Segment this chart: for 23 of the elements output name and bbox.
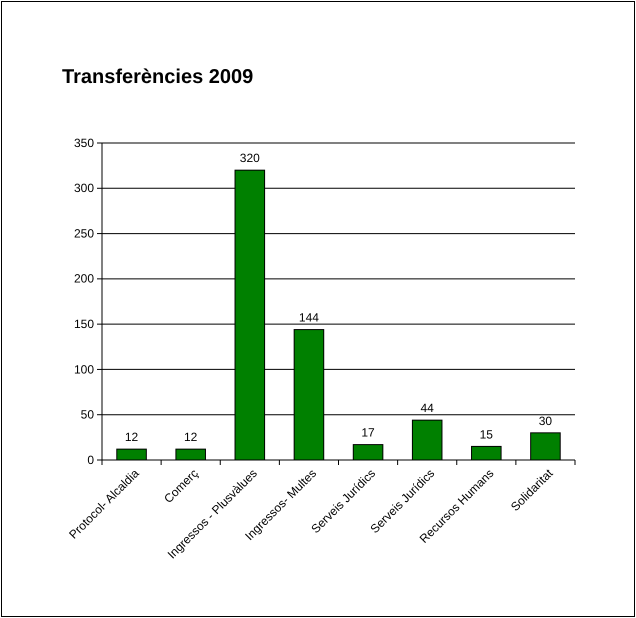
data-label: 30 [538,414,552,428]
chart-title: Transferències 2009 [62,66,254,88]
data-label: 144 [298,310,320,325]
y-tick-label: 350 [74,136,94,150]
y-tick-label: 200 [74,272,94,286]
y-tick-label: 150 [74,316,94,331]
y-tick-label: 300 [74,181,94,196]
y-tick-label: 100 [74,362,94,376]
data-label: 17 [361,426,376,440]
y-tick-label: 250 [74,226,94,240]
bar [471,446,502,460]
bar [412,420,442,460]
bar [352,444,384,460]
data-label: 12 [124,430,139,444]
y-tick-label: 0 [87,452,94,467]
data-label: 12 [184,430,198,444]
bar [175,448,206,460]
data-label: 320 [240,151,260,166]
data-label: 15 [480,427,494,442]
data-label: 44 [420,401,434,416]
bar [530,432,561,460]
bar [116,448,147,460]
y-tick-label: 50 [80,408,94,422]
